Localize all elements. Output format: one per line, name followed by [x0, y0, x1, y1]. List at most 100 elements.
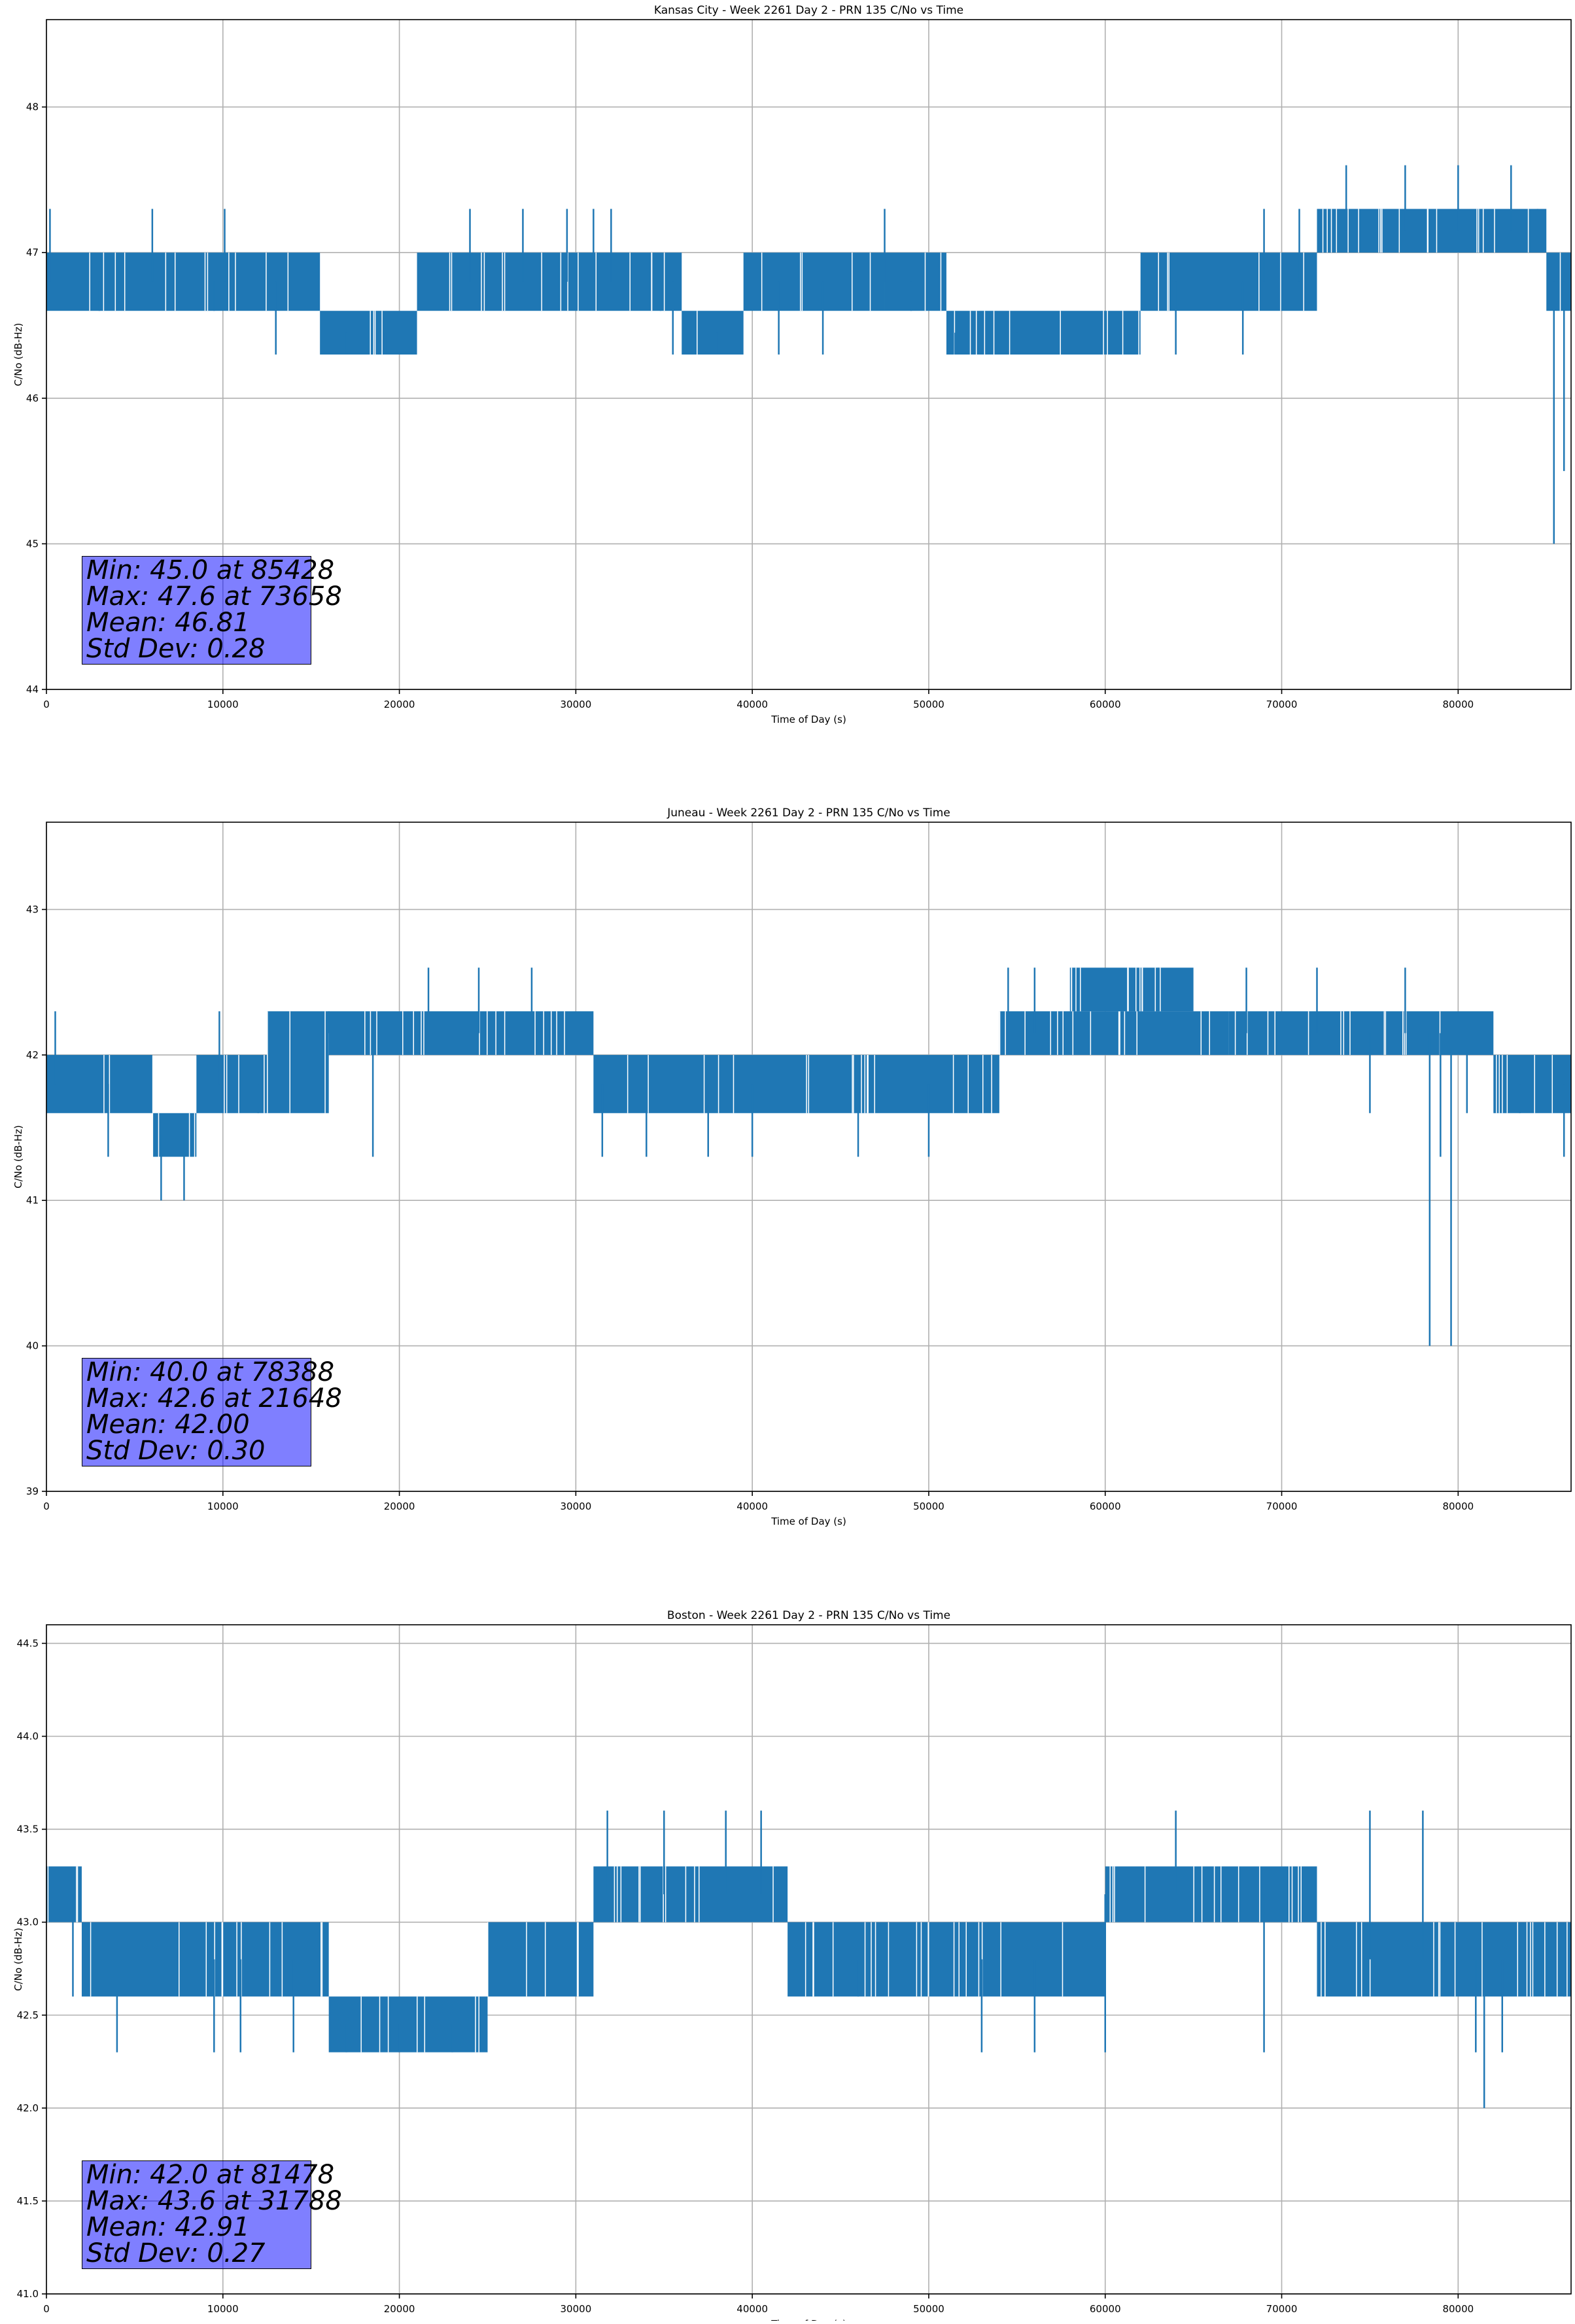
- series-data: [46, 165, 1571, 544]
- stats-line: Mean: 46.81: [86, 608, 250, 638]
- subplot-3: 0 10000 20000 30000 40000 50000 60000 70000 8000…: [12, 1609, 1572, 2324]
- x-tick-label: 20000: [384, 699, 415, 710]
- signal-band: [328, 1996, 488, 2053]
- chart-title: Juneau - Week 2261 Day 2 - PRN 135 C/No …: [666, 806, 950, 820]
- axes-frame: [46, 1624, 1572, 2295]
- x-tick-label: 20000: [384, 1500, 415, 1512]
- signal-band: [320, 311, 417, 355]
- signal-band: [1317, 209, 1547, 253]
- stats-line: Max: 43.6 at 31788: [86, 2186, 342, 2216]
- axes-frame: [46, 19, 1572, 690]
- y-axis-label: C/No (dB-Hz): [12, 1125, 24, 1188]
- x-tick-label: 40000: [736, 2303, 768, 2315]
- y-tick-label: 43: [26, 903, 39, 915]
- signal-band: [788, 1922, 1105, 1997]
- stats-box: Min: 42.0 at 81478 Max: 43.6 at 31788 Mean…: [81, 2160, 342, 2269]
- signal-band: [743, 252, 885, 311]
- y-tick-label: 43.0: [17, 1916, 39, 1928]
- x-tick-label: 60000: [1090, 2303, 1121, 2315]
- y-tick-label: 42.0: [17, 2102, 39, 2114]
- y-tick-label: 42.5: [17, 2009, 39, 2021]
- stats-line: Std Dev: 0.28: [86, 634, 266, 664]
- series-data: [46, 1811, 1571, 2108]
- signal-band: [593, 1866, 788, 1922]
- signal-band: [417, 252, 682, 311]
- x-tick-label: 10000: [207, 2303, 239, 2315]
- x-tick-label: 60000: [1090, 1500, 1121, 1512]
- stats-line: Mean: 42.00: [86, 1410, 250, 1440]
- signal-band: [46, 1866, 82, 1922]
- subplot-2: 0 10000 20000 30000 40000 50000 60000 70000 8000…: [12, 806, 1572, 1527]
- x-tick-label: 10000: [207, 1500, 239, 1512]
- signal-band: [1228, 1011, 1494, 1055]
- y-tick-label: 41.5: [17, 2195, 39, 2207]
- signal-band: [46, 1054, 152, 1113]
- stats-line: Std Dev: 0.27: [86, 2238, 266, 2268]
- stats-box: Min: 40.0 at 78388 Max: 42.6 at 21648 Mean…: [81, 1358, 342, 1466]
- x-tick-label: 0: [43, 2303, 50, 2315]
- x-tick-label: 20000: [384, 2303, 415, 2315]
- signal-band: [1105, 1866, 1317, 1922]
- x-tick-label: 50000: [913, 699, 944, 710]
- x-tick-label: 60000: [1090, 699, 1121, 710]
- x-tick-label: 70000: [1266, 699, 1298, 710]
- y-tick-label: 42: [26, 1049, 39, 1061]
- signal-band: [487, 1922, 594, 1997]
- y-axis-label: C/No (dB-Hz): [12, 1928, 24, 1991]
- axes-frame: [46, 822, 1572, 1492]
- x-tick-label: 0: [43, 699, 50, 710]
- signal-band: [1546, 252, 1571, 311]
- signal-band: [946, 311, 1141, 355]
- y-tick-label: 40: [26, 1340, 39, 1352]
- stats-line: Std Dev: 0.30: [86, 1436, 266, 1466]
- y-tick-label: 41.0: [17, 2288, 39, 2300]
- stats-box: Min: 45.0 at 85428 Max: 47.6 at 73658 Mean…: [81, 555, 342, 665]
- stats-line: Min: 42.0 at 81478: [86, 2160, 335, 2190]
- x-tick-label: 30000: [561, 2303, 592, 2315]
- x-axis-label: Time of Day (s): [770, 2318, 846, 2321]
- x-tick-label: 30000: [561, 1500, 592, 1512]
- signal-band: [196, 1054, 268, 1113]
- stats-line: Max: 42.6 at 21648: [86, 1383, 342, 1413]
- signal-band: [1493, 1054, 1571, 1113]
- x-tick-label: 40000: [736, 699, 768, 710]
- x-tick-label: 0: [43, 1500, 50, 1512]
- x-tick-label: 70000: [1266, 2303, 1298, 2315]
- y-tick-label: 44: [26, 684, 39, 695]
- x-tick-label: 50000: [913, 2303, 944, 2315]
- stats-line: Max: 47.6 at 73658: [86, 581, 342, 612]
- y-tick-label: 46: [26, 392, 39, 404]
- chart-title: Boston - Week 2261 Day 2 - PRN 135 C/No …: [667, 1609, 950, 1622]
- signal-band: [884, 252, 946, 311]
- y-tick-label: 43.5: [17, 1824, 39, 1835]
- x-axis-label: Time of Day (s): [770, 1516, 846, 1527]
- signal-band: [267, 1011, 329, 1113]
- y-tick-label: 41: [26, 1194, 39, 1206]
- y-tick-label: 44.5: [17, 1637, 39, 1649]
- signal-band: [46, 252, 320, 311]
- x-tick-label: 70000: [1266, 1500, 1298, 1512]
- y-tick-label: 39: [26, 1485, 39, 1497]
- signal-band: [1069, 967, 1194, 1012]
- x-tick-label: 50000: [913, 1500, 944, 1512]
- signal-band: [328, 1011, 594, 1055]
- y-tick-label: 47: [26, 247, 39, 258]
- stats-line: Min: 45.0 at 85428: [86, 555, 335, 585]
- series-data: [46, 967, 1571, 1346]
- signal-band: [999, 1011, 1229, 1055]
- x-tick-label: 40000: [736, 1500, 768, 1512]
- signal-band: [81, 1922, 329, 1997]
- x-tick-label: 10000: [207, 699, 239, 710]
- signal-band: [1140, 252, 1317, 311]
- y-tick-label: 45: [26, 538, 39, 549]
- x-tick-label: 30000: [561, 699, 592, 710]
- signal-band: [1317, 1922, 1571, 1997]
- subplot-1: 0 10000 20000 30000 40000 50000 60000 70000 8000…: [12, 4, 1572, 725]
- x-tick-label: 80000: [1442, 699, 1474, 710]
- x-axis-label: Time of Day (s): [770, 714, 846, 725]
- signal-band: [682, 311, 744, 355]
- y-axis-label: C/No (dB-Hz): [12, 323, 24, 387]
- signal-band: [593, 1054, 999, 1113]
